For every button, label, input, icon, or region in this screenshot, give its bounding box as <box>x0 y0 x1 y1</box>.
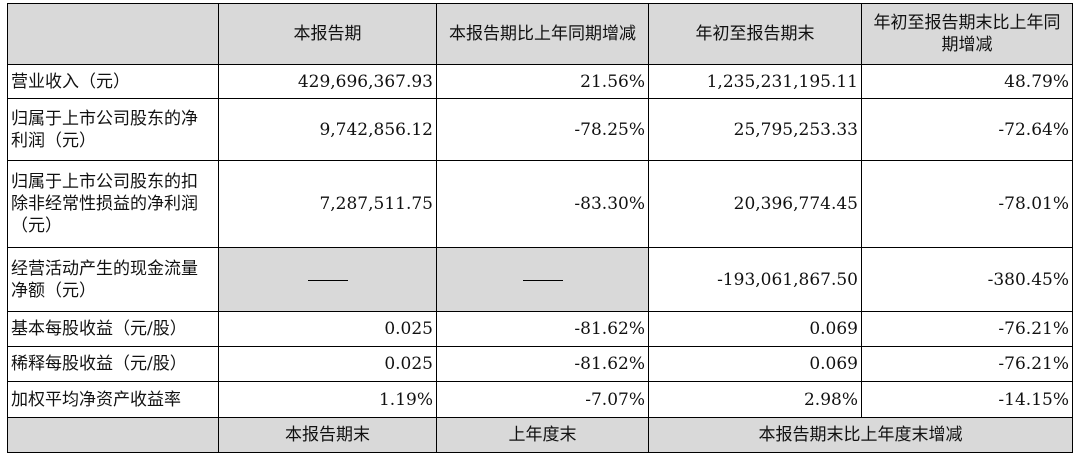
table-row: 加权平均净资产收益率 1.19% -7.07% 2.98% -14.15% <box>7 381 1073 418</box>
cell-ytd: 0.069 <box>648 346 862 382</box>
header-row: 本报告期 本报告期比上年同期增减 年初至报告期末 年初至报告期末比上年同期增减 <box>7 3 1073 65</box>
header-blank-cell <box>7 3 219 65</box>
dash-mark <box>522 279 563 281</box>
financial-summary-table: 本报告期 本报告期比上年同期增减 年初至报告期末 年初至报告期末比上年同期增减 … <box>7 3 1073 453</box>
cell-current-period-change: —— <box>436 247 649 312</box>
cell-ytd-change: -72.64% <box>861 98 1073 161</box>
row-label: 归属于上市公司股东的扣除非经常性损益的净利润（元） <box>7 160 219 248</box>
cell-current-period-change: -81.62% <box>436 346 649 382</box>
cell-current-period: 7,287,511.75 <box>218 160 437 248</box>
table-row: 稀释每股收益（元/股） 0.025 -81.62% 0.069 -76.21% <box>7 346 1073 382</box>
header-ytd-change: 年初至报告期末比上年同期增减 <box>861 3 1073 65</box>
cell-ytd-change: -76.21% <box>861 311 1073 347</box>
cell-current-period: 0.025 <box>218 311 437 347</box>
cell-ytd-change: -14.15% <box>861 381 1073 418</box>
dash-mark <box>307 279 348 281</box>
table-row: 归属于上市公司股东的净利润（元） 9,742,856.12 -78.25% 25… <box>7 98 1073 161</box>
cell-ytd: 25,795,253.33 <box>648 98 862 161</box>
cell-current-period: 0.025 <box>218 346 437 382</box>
cell-ytd: 0.069 <box>648 311 862 347</box>
footer-period-end: 本报告期末 <box>218 417 437 453</box>
cell-ytd-change: 48.79% <box>861 64 1073 99</box>
cell-current-period: —— <box>218 247 437 312</box>
row-label: 营业收入（元） <box>7 64 219 99</box>
row-label: 经营活动产生的现金流量净额（元） <box>7 247 219 312</box>
table-row: 营业收入（元） 429,696,367.93 21.56% 1,235,231,… <box>7 64 1073 99</box>
cell-current-period-change: 21.56% <box>436 64 649 99</box>
cell-ytd: 2.98% <box>648 381 862 418</box>
cell-ytd-change: -380.45% <box>861 247 1073 312</box>
table-row: 归属于上市公司股东的扣除非经常性损益的净利润（元） 7,287,511.75 -… <box>7 160 1073 248</box>
cell-current-period-change: -7.07% <box>436 381 649 418</box>
row-label: 加权平均净资产收益率 <box>7 381 219 418</box>
table-row: 经营活动产生的现金流量净额（元） —— —— -193,061,867.50 -… <box>7 247 1073 312</box>
footer-period-end-change: 本报告期末比上年度末增减 <box>648 417 1073 453</box>
table-row: 基本每股收益（元/股） 0.025 -81.62% 0.069 -76.21% <box>7 311 1073 347</box>
header-current-period-change: 本报告期比上年同期增减 <box>436 3 649 65</box>
header-ytd: 年初至报告期末 <box>648 3 862 65</box>
cell-current-period-change: -83.30% <box>436 160 649 248</box>
cell-ytd-change: -76.21% <box>861 346 1073 382</box>
cell-current-period-change: -78.25% <box>436 98 649 161</box>
cell-ytd: -193,061,867.50 <box>648 247 862 312</box>
cell-ytd-change: -78.01% <box>861 160 1073 248</box>
cell-current-period: 9,742,856.12 <box>218 98 437 161</box>
row-label: 归属于上市公司股东的净利润（元） <box>7 98 219 161</box>
cell-ytd: 1,235,231,195.11 <box>648 64 862 99</box>
footer-row: 本报告期末 上年度末 本报告期末比上年度末增减 <box>7 417 1073 453</box>
header-current-period: 本报告期 <box>218 3 437 65</box>
row-label: 稀释每股收益（元/股） <box>7 346 219 382</box>
cell-current-period: 429,696,367.93 <box>218 64 437 99</box>
cell-ytd: 20,396,774.45 <box>648 160 862 248</box>
footer-blank-cell <box>7 417 219 453</box>
footer-prior-year-end: 上年度末 <box>436 417 649 453</box>
cell-current-period: 1.19% <box>218 381 437 418</box>
row-label: 基本每股收益（元/股） <box>7 311 219 347</box>
cell-current-period-change: -81.62% <box>436 311 649 347</box>
